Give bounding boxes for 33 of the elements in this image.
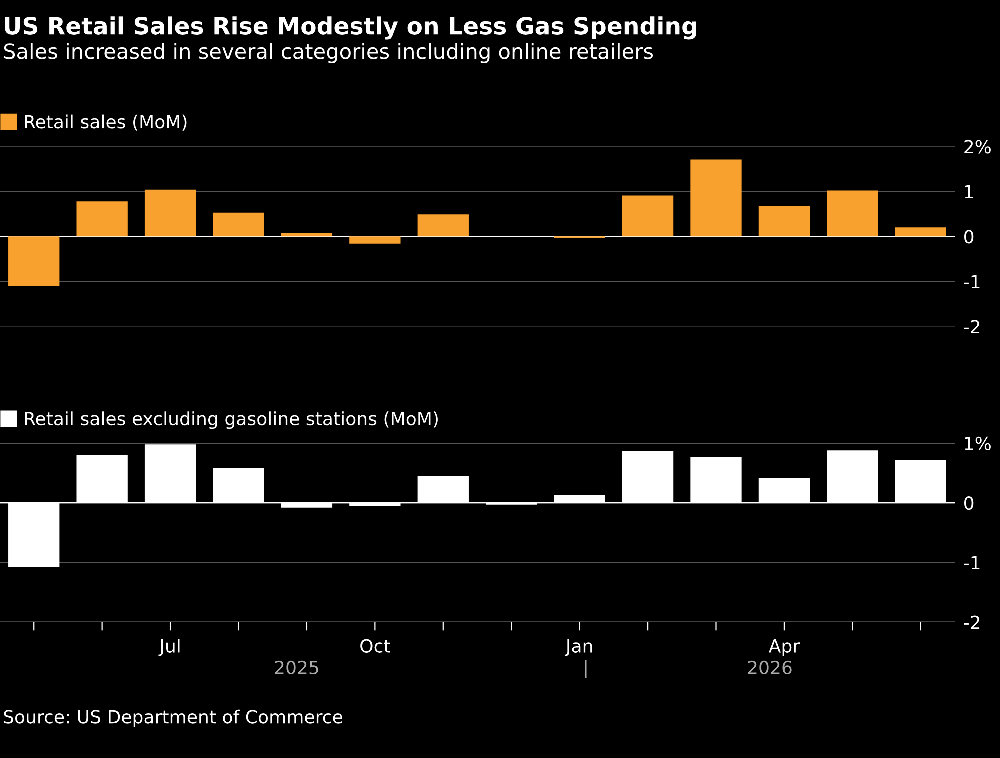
x-tick-label: Jan bbox=[564, 640, 592, 656]
bar bbox=[622, 196, 674, 237]
bar bbox=[758, 206, 810, 237]
bar bbox=[213, 212, 264, 237]
y-tick-label: -2 bbox=[964, 616, 980, 630]
legend-label: Retail sales (MoM) bbox=[25, 114, 187, 131]
x-tick-label: Oct bbox=[360, 639, 390, 653]
bar bbox=[144, 190, 196, 237]
bar bbox=[690, 160, 742, 237]
bar bbox=[418, 214, 469, 237]
text: 2026 bbox=[748, 660, 792, 675]
bar bbox=[8, 236, 60, 286]
y-tick-label: -1 bbox=[964, 275, 980, 289]
bar bbox=[827, 190, 878, 237]
x-tick-label: Apr bbox=[768, 640, 800, 656]
legend-label: Retail sales excluding gasoline stations (MoM) bbox=[25, 412, 438, 430]
chart-subtitle: Sales increased in several categories including online retailers bbox=[4, 43, 654, 64]
bar bbox=[76, 202, 128, 237]
y-tick-label: 2% bbox=[964, 140, 991, 154]
bar bbox=[895, 228, 946, 237]
text: 2025 bbox=[275, 660, 318, 675]
y-tick-label: -2 bbox=[964, 320, 980, 334]
chart-title: US Retail Sales Rise Modestly on Less Gas Spending bbox=[5, 16, 696, 40]
bar bbox=[350, 236, 401, 244]
y-tick-label: 1% bbox=[965, 436, 991, 451]
text: | bbox=[585, 660, 587, 678]
x-tick-label: Jul bbox=[158, 638, 180, 656]
bar bbox=[281, 234, 333, 237]
source-note: Source: US Department of Commerce bbox=[4, 710, 342, 728]
y-tick-label: -1 bbox=[964, 556, 980, 570]
y-tick-label: 1 bbox=[965, 185, 974, 199]
y-tick-label: 0 bbox=[964, 230, 974, 244]
y-tick-label: 0 bbox=[964, 496, 974, 510]
